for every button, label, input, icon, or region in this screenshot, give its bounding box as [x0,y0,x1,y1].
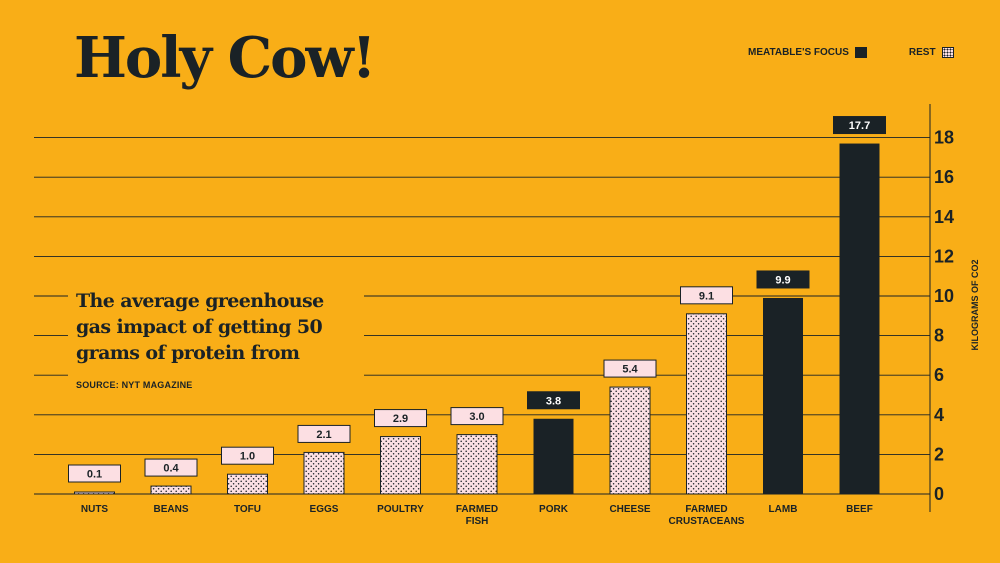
y-tick-label: 16 [934,167,954,187]
value-label-box [221,446,274,465]
y-tick-label: 6 [934,365,944,385]
bar [839,143,880,495]
y-tick-label: 12 [934,246,954,266]
category-label: FARMED [456,504,498,515]
value-label: 9.1 [699,290,714,302]
value-label-box [527,391,580,410]
source-note: SOURCE: NYT MAGAZINE [76,380,193,390]
category-label: CRUSTACEANS [669,516,745,527]
category-label: POULTRY [377,504,424,515]
category-label: FARMED [685,504,727,515]
value-label: 9.9 [775,274,790,286]
category-label: FISH [466,516,489,527]
value-label: 0.1 [87,469,102,481]
y-axis-label: KILOGRAMS OF CO2 [970,259,980,351]
category-label: BEANS [153,504,188,515]
y-tick-label: 18 [934,128,954,148]
value-label-box [68,464,121,483]
value-label-box [144,458,198,477]
value-label: 3.0 [469,411,484,423]
value-label-box [756,270,810,289]
value-label: 0.4 [163,463,179,475]
legend-focus-swatch [854,47,867,58]
subtitle-box: The average greenhouse gas impact of get… [68,284,364,398]
bar [380,436,421,495]
y-tick-label: 10 [934,286,954,306]
value-label: 2.1 [316,429,331,441]
category-label: CHEESE [609,504,650,515]
value-label-box [603,359,657,378]
category-label: PORK [539,504,569,515]
legend-rest-swatch [941,47,954,58]
bar [609,386,651,495]
value-label: 2.9 [393,413,408,425]
bar [763,297,803,494]
value-label: 5.4 [622,364,638,376]
category-label: BEEF [846,504,873,515]
y-tick-label: 14 [934,207,954,227]
value-label-box [680,286,733,305]
bar [227,473,268,495]
y-axis: 0 2 4 6 8 10 12 14 16 18 [929,104,954,512]
bar [150,485,192,495]
value-label-box [297,424,351,443]
value-label: 17.7 [849,120,870,132]
category-label: TOFU [234,504,261,515]
y-tick-label: 8 [934,326,944,346]
value-label-box [374,409,427,428]
value-label-box [833,116,886,135]
legend-focus-label: MEATABLE'S FOCUS [748,47,849,58]
value-label: 3.8 [546,395,561,407]
y-tick-label: 4 [934,405,944,425]
bar [456,434,498,495]
chart-subtitle: The average greenhouse gas impact of get… [76,290,324,364]
legend: MEATABLE'S FOCUS REST [748,47,954,58]
y-tick-label: 2 [934,444,944,464]
bar [533,418,574,494]
value-label-box [450,407,504,426]
bars: 0.1 NUTS 0.4 BEANS 1.0 TOFU 2.1 EGGS 2.9 POULTRY 3… [68,116,886,527]
chart-title: Holy Cow! [74,25,376,91]
value-label: 1.0 [240,451,255,463]
bar [303,451,345,495]
y-tick-label: 0 [934,484,944,504]
category-label: EGGS [310,504,339,515]
legend-rest-label: REST [908,47,936,58]
bar [686,313,727,495]
category-label: LAMB [769,504,798,515]
category-label: NUTS [81,504,109,515]
bar [74,491,115,495]
